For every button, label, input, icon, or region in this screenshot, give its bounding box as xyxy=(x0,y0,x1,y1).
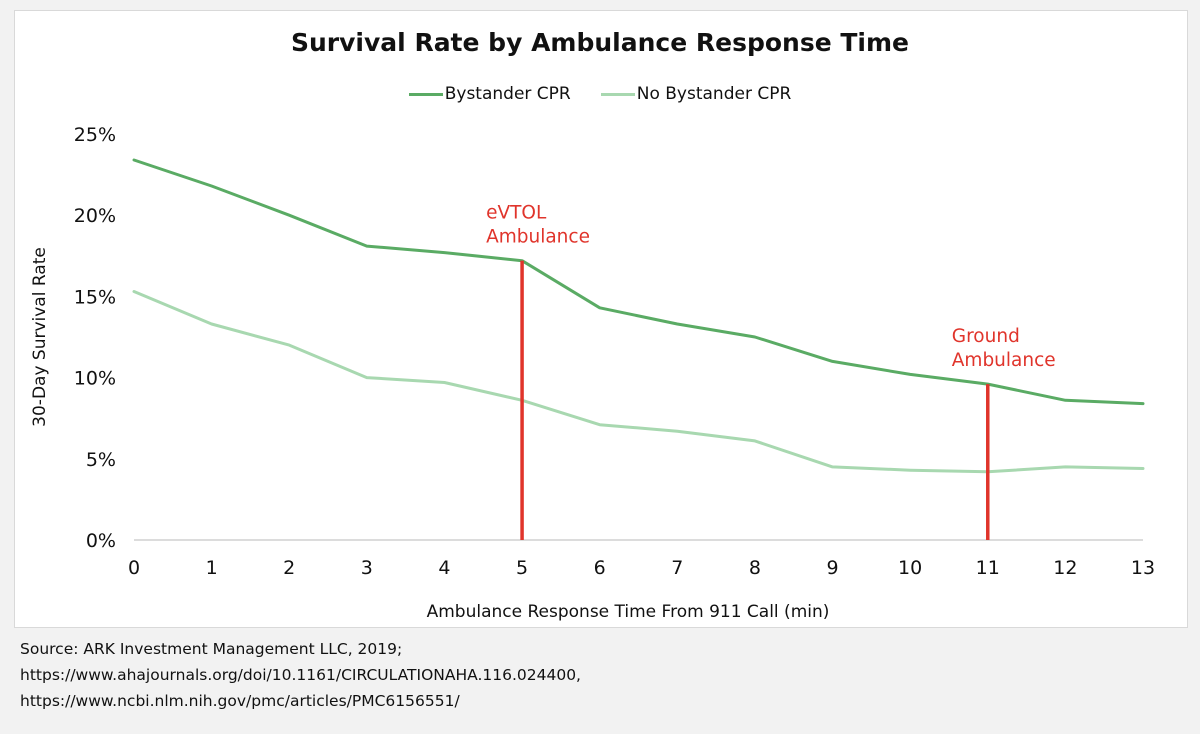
source-link-ncbi[interactable]: https://www.ncbi.nlm.nih.gov/pmc/article… xyxy=(20,692,460,710)
legend-item-no-bystander-cpr: No Bystander CPR xyxy=(600,84,792,104)
legend-label-bystander-cpr: Bystander CPR xyxy=(444,84,571,104)
x-tick-label: 6 xyxy=(594,557,606,579)
y-axis-title: 30-Day Survival Rate xyxy=(30,247,50,427)
x-tick-label: 5 xyxy=(516,557,528,579)
annotation-layer: eVTOL Ambulance Ground Ambulance xyxy=(486,203,1056,540)
marker-label-line: Ground xyxy=(952,326,1020,347)
chart-title: Survival Rate by Ambulance Response Time xyxy=(291,28,909,57)
x-axis-title: Ambulance Response Time From 911 Call (m… xyxy=(427,602,830,622)
x-tick-label: 2 xyxy=(283,557,295,579)
x-tick-label: 0 xyxy=(128,557,140,579)
series-layer xyxy=(132,158,1145,474)
x-tick-label: 1 xyxy=(206,557,218,579)
x-tick-label: 11 xyxy=(976,557,1000,579)
x-tick-label: 8 xyxy=(749,557,761,579)
source-link-circulation[interactable]: https://www.ahajournals.org/doi/10.1161/… xyxy=(20,666,581,684)
source-line: Source: ARK Investment Management LLC, 2… xyxy=(20,640,403,658)
x-tick-label: 9 xyxy=(826,557,838,579)
marker-label-ground-ambulance: Ground Ambulance xyxy=(952,326,1056,371)
legend-item-bystander-cpr: Bystander CPR xyxy=(408,84,571,104)
x-tick-label: 7 xyxy=(671,557,683,579)
legend-label-no-bystander-cpr: No Bystander CPR xyxy=(636,84,792,104)
y-tick-label: 0% xyxy=(86,530,116,552)
y-tick-label: 25% xyxy=(74,124,116,146)
marker-label-evtol-ambulance: eVTOL Ambulance xyxy=(486,203,590,248)
y-tick-label: 20% xyxy=(74,205,116,227)
x-tick-label: 10 xyxy=(898,557,922,579)
marker-label-line: Ambulance xyxy=(952,350,1056,371)
axes: 0%5%10%15%20%25%0 1 2 3 4 5 6 7 8 9 10 11 12 13 xyxy=(74,124,1155,579)
x-tick-label: 3 xyxy=(361,557,373,579)
x-tick-label: 4 xyxy=(438,557,450,579)
y-tick-label: 15% xyxy=(74,286,116,308)
marker-label-line: eVTOL xyxy=(486,203,547,224)
chart-legend: Bystander CPR No Bystander CPR xyxy=(14,84,1186,104)
x-tick-label: 12 xyxy=(1053,557,1077,579)
legend-swatch-no-bystander-cpr xyxy=(600,92,635,96)
source-footer: Source: ARK Investment Management LLC, 2… xyxy=(20,636,581,714)
legend-swatch-bystander-cpr xyxy=(408,92,443,96)
y-tick-label: 5% xyxy=(86,449,116,471)
chart-card xyxy=(14,10,1188,628)
series-line-bystander-cpr xyxy=(132,158,1145,406)
series-line-no-bystander-cpr xyxy=(132,290,1145,474)
x-tick-label: 13 xyxy=(1131,557,1155,579)
y-tick-label: 10% xyxy=(74,368,116,390)
marker-label-line: Ambulance xyxy=(486,227,590,248)
